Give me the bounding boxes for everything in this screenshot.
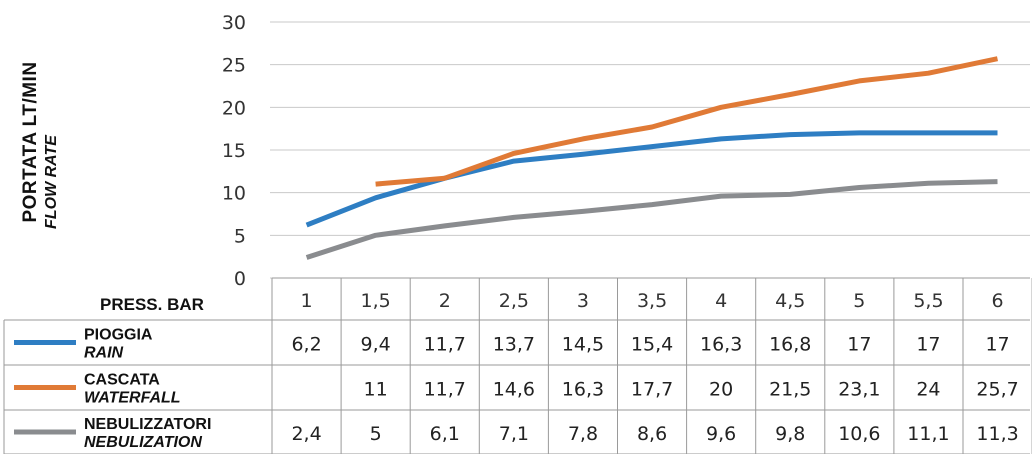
- x-tick-label: 2: [439, 290, 451, 312]
- data-cell: 17: [985, 334, 1009, 356]
- data-cell: 17: [916, 334, 940, 356]
- data-cell: 6,1: [430, 423, 460, 445]
- data-cell: 13,7: [493, 334, 535, 356]
- data-cell: 20: [709, 379, 733, 401]
- y-tick-label-20: 20: [222, 97, 246, 119]
- data-cell: 16,3: [700, 334, 742, 356]
- y-tick-label-30: 30: [222, 12, 246, 34]
- x-tick-label: 4: [715, 290, 727, 312]
- y-tick-label-15: 15: [222, 140, 246, 162]
- data-cell: 9,8: [775, 423, 805, 445]
- data-cell: 17: [847, 334, 871, 356]
- x-tick-label: 3,5: [637, 290, 667, 312]
- y-tick-label-10: 10: [222, 183, 246, 205]
- data-cell: 24: [916, 379, 940, 401]
- data-cell: 16,8: [769, 334, 811, 356]
- x-tick-label: 5,5: [913, 290, 943, 312]
- data-cell: 7,1: [499, 423, 529, 445]
- data-cell: 10,6: [838, 423, 880, 445]
- series-line-pioggia: [305, 130, 998, 228]
- data-cell: 14,5: [562, 334, 604, 356]
- data-cell: 5: [370, 423, 382, 445]
- x-tick-label: 6: [992, 290, 1004, 312]
- data-cell: 15,4: [631, 334, 673, 356]
- data-cell: 21,5: [769, 379, 811, 401]
- legend-label-pioggia: PIOGGIA: [84, 327, 153, 344]
- y-axis-label: PORTATA LT/MIN: [20, 61, 41, 222]
- data-cell: 25,7: [976, 379, 1018, 401]
- data-cell: 2,4: [291, 423, 321, 445]
- data-cell: 11: [364, 379, 388, 401]
- series-line-cascata: [375, 56, 999, 187]
- legend-label-cascata: CASCATA: [84, 372, 160, 389]
- data-cell: 6,2: [291, 334, 321, 356]
- data-cell: 9,6: [706, 423, 736, 445]
- data-cell: 8,6: [637, 423, 667, 445]
- legend-label-nebulizzatori: NEBULIZZATORI: [84, 416, 211, 433]
- x-tick-label: 1: [301, 290, 313, 312]
- y-tick-label-0: 0: [234, 268, 246, 290]
- legend-label-en-rain: RAIN: [84, 345, 124, 362]
- x-tick-label: 5: [853, 290, 865, 312]
- series-layer: [305, 56, 999, 260]
- legend-label-en-waterfall: WATERFALL: [84, 390, 181, 407]
- y-tick-label-5: 5: [234, 225, 246, 247]
- data-cell: 11,7: [424, 334, 466, 356]
- data-cell: 7,8: [568, 423, 598, 445]
- x-tick-label: 2,5: [499, 290, 529, 312]
- data-cell: 23,1: [838, 379, 880, 401]
- data-cell: 17,7: [631, 379, 673, 401]
- data-cell: 11,3: [976, 423, 1018, 445]
- legend-label-en-nebulization: NEBULIZATION: [84, 434, 202, 451]
- series-line-nebulizzatori: [305, 179, 998, 260]
- y-axis-label-en: FLOW RATE: [43, 134, 60, 229]
- x-tick-label: 3: [577, 290, 589, 312]
- data-cell: 9,4: [361, 334, 391, 356]
- x-tick-label: 1,5: [361, 290, 391, 312]
- table-header-label: PRESS. BAR: [100, 295, 204, 314]
- x-tick-label: 4,5: [775, 290, 805, 312]
- data-cell: 11,1: [907, 423, 949, 445]
- data-cell: 14,6: [493, 379, 535, 401]
- text-layer: PORTATA LT/MIN FLOW RATE PRESS. BAR: [20, 61, 204, 314]
- y-tick-label-25: 25: [222, 55, 246, 77]
- data-cell: 16,3: [562, 379, 604, 401]
- data-cell: 11,7: [424, 379, 466, 401]
